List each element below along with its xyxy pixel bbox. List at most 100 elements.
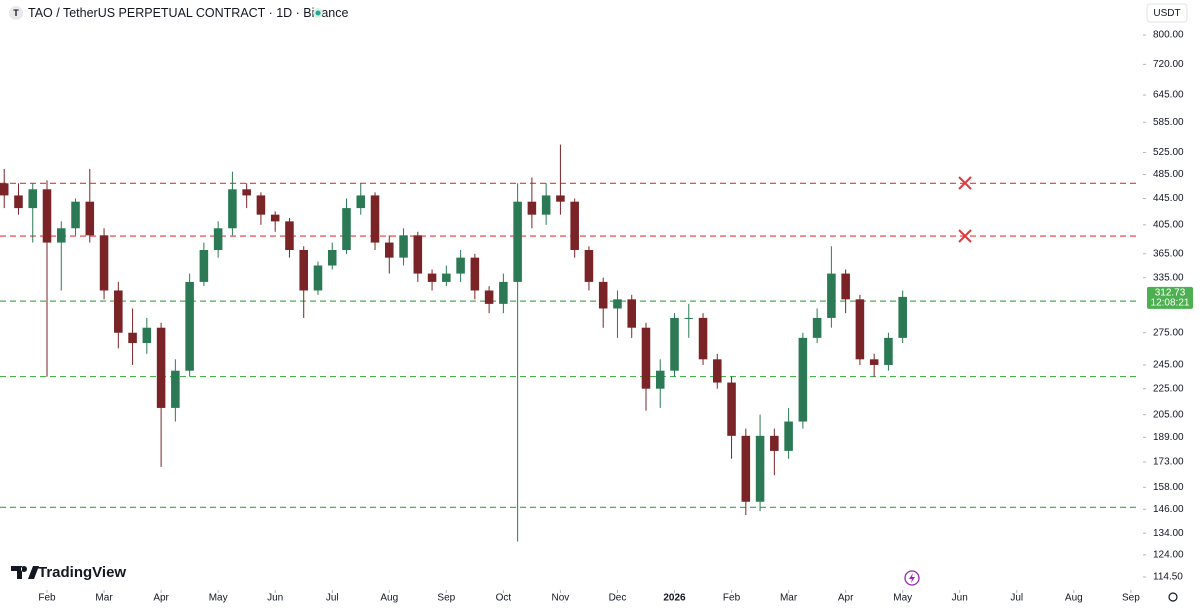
- x-tick-label: May: [893, 593, 912, 604]
- x-tick-label: Feb: [38, 593, 56, 604]
- y-tick-label: 335.00: [1153, 272, 1184, 283]
- candle-body: [698, 317, 708, 360]
- candle-body: [898, 296, 907, 338]
- last-price-label: 312.73: [1155, 288, 1186, 299]
- x-tick-label: Oct: [496, 593, 512, 604]
- candle-body: [356, 195, 366, 209]
- candle-body: [71, 201, 80, 229]
- candle-body: [199, 250, 209, 282]
- candle-body: [228, 189, 237, 229]
- x-tick-label: Apr: [153, 593, 169, 604]
- y-tick-label: 365.00: [1153, 248, 1184, 259]
- x-tick-label: Feb: [723, 593, 741, 604]
- y-tick-label: 245.00: [1153, 360, 1184, 371]
- candle-body: [741, 435, 751, 502]
- last-price-tag: [1147, 286, 1193, 309]
- events-icon[interactable]: [904, 570, 920, 586]
- candle-body: [185, 281, 194, 371]
- candle-body: [755, 435, 765, 502]
- x-tick-label: Mar: [780, 593, 798, 604]
- symbol-icon: T: [13, 8, 19, 18]
- logo-mark: [11, 566, 39, 579]
- x-tick-label: Jun: [952, 593, 968, 604]
- countdown-label: 12:08:21: [1151, 298, 1190, 309]
- y-tick-label: 158.00: [1153, 482, 1184, 493]
- settings-icon[interactable]: [1168, 592, 1178, 602]
- candle-body: [570, 201, 579, 251]
- candle-body: [142, 327, 152, 344]
- candle-body: [613, 299, 622, 309]
- candle-body: [171, 370, 180, 408]
- candle-body: [598, 281, 608, 309]
- y-tick-label: 146.00: [1153, 504, 1184, 515]
- y-tick-label: 173.00: [1153, 457, 1184, 468]
- candle-body: [499, 281, 508, 304]
- candle-body: [784, 421, 793, 451]
- x-tick-label: Dec: [609, 593, 627, 604]
- cross-marker: [958, 229, 972, 243]
- y-tick-label: 720.00: [1153, 59, 1184, 70]
- brand-logo: TradingView: [11, 564, 126, 581]
- candle-body: [427, 273, 437, 282]
- candle-body: [827, 273, 836, 318]
- candle-body: [156, 327, 166, 408]
- y-tick-label: 445.00: [1153, 193, 1184, 204]
- x-tick-label: Aug: [380, 593, 398, 604]
- candle-body: [28, 189, 38, 209]
- y-tick-label: 134.00: [1153, 528, 1184, 539]
- x-tick-label: Nov: [552, 593, 570, 604]
- y-tick-label: 114.50: [1153, 572, 1183, 583]
- candle-body: [213, 228, 223, 251]
- chart-title[interactable]: TAO / TetherUS PERPETUAL CONTRACT · 1D ·…: [28, 6, 349, 20]
- candle-body: [798, 337, 808, 422]
- candle-body: [670, 317, 679, 371]
- x-tick-label: Jun: [267, 593, 283, 604]
- candle-body: [114, 290, 123, 333]
- x-tick-label: Sep: [437, 593, 455, 604]
- candle-body: [541, 195, 551, 215]
- x-tick-label: 2026: [663, 593, 686, 604]
- brand-name: TradingView: [38, 564, 126, 581]
- candle-body: [413, 235, 423, 274]
- candle-body: [527, 201, 537, 215]
- x-tick-label: Jul: [326, 593, 339, 604]
- candle-body: [299, 250, 308, 291]
- x-tick-label: Mar: [95, 593, 113, 604]
- cross-marker: [958, 176, 972, 190]
- candle-body: [684, 317, 694, 319]
- candle-body: [470, 257, 480, 291]
- candle-body: [327, 250, 337, 266]
- symbol-icon-bg: [9, 6, 23, 20]
- candle-body: [85, 201, 95, 236]
- events-bolt: [909, 573, 915, 583]
- candle-body: [313, 265, 323, 291]
- currency-button[interactable]: [1146, 3, 1188, 23]
- candle-body: [99, 235, 109, 291]
- candle-body: [641, 327, 651, 389]
- candle-body: [270, 214, 280, 222]
- y-tick-label: 225.00: [1153, 383, 1184, 394]
- candle-body: [855, 299, 865, 360]
- y-tick-label: 585.00: [1153, 117, 1184, 128]
- candle-body: [128, 332, 137, 344]
- y-tick-label: 124.00: [1153, 549, 1184, 560]
- candle-body: [256, 195, 266, 215]
- y-tick-label: 405.00: [1153, 219, 1184, 230]
- candle-body: [655, 370, 665, 389]
- candle-body: [285, 221, 294, 251]
- y-tick-label: 485.00: [1153, 169, 1184, 180]
- y-tick-label: 645.00: [1153, 90, 1184, 101]
- candle-body: [484, 290, 494, 304]
- candle-body: [42, 189, 52, 243]
- candle-body: [713, 359, 722, 383]
- candle-body: [770, 435, 779, 451]
- candle-body: [513, 201, 522, 282]
- candle-body: [812, 317, 822, 338]
- y-tick-label: 189.00: [1153, 432, 1184, 443]
- currency-label[interactable]: USDT: [1153, 8, 1180, 19]
- x-tick-label: Sep: [1122, 593, 1140, 604]
- candle-body: [556, 195, 565, 202]
- candle-body: [841, 273, 850, 300]
